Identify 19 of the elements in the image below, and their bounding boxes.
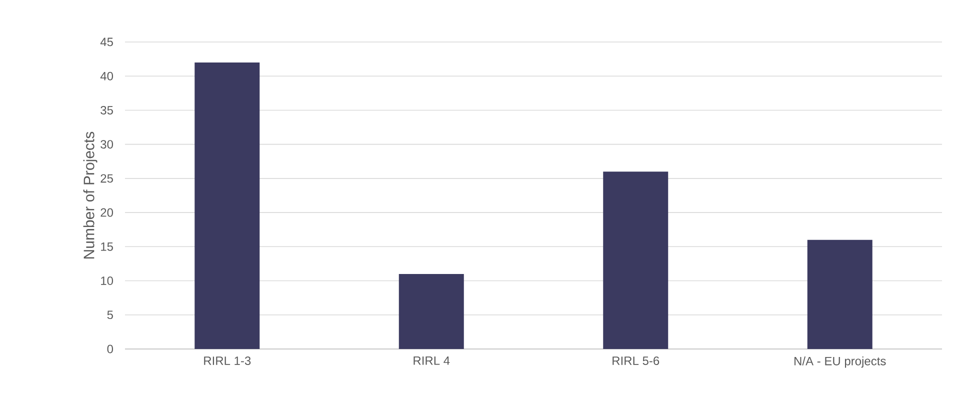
- y-tick-label: 35: [100, 106, 113, 114]
- y-tick-label: 40: [100, 72, 114, 80]
- y-tick-label: 30: [100, 140, 114, 149]
- y-tick-label: 25: [100, 174, 113, 183]
- bar: [194, 62, 260, 349]
- y-tick-label: 15: [101, 242, 113, 251]
- x-tick-label: N/A - EU projects: [794, 356, 886, 368]
- y-tick-label: 10: [101, 276, 114, 286]
- bar: [807, 240, 872, 349]
- bar: [398, 274, 464, 349]
- x-tick-label: RIRL 4: [414, 356, 450, 365]
- x-tick-label: RIRL 1-3: [204, 356, 251, 366]
- y-tick-label: 0: [107, 344, 114, 354]
- y-tick-label: 20: [100, 208, 114, 217]
- y-tick-label: 5: [107, 310, 113, 320]
- y-tick-label: 45: [100, 38, 113, 46]
- bar: [603, 172, 668, 349]
- x-tick-label: RIRL 5-6: [612, 356, 660, 366]
- y-axis-title: Number of Projects: [83, 132, 98, 258]
